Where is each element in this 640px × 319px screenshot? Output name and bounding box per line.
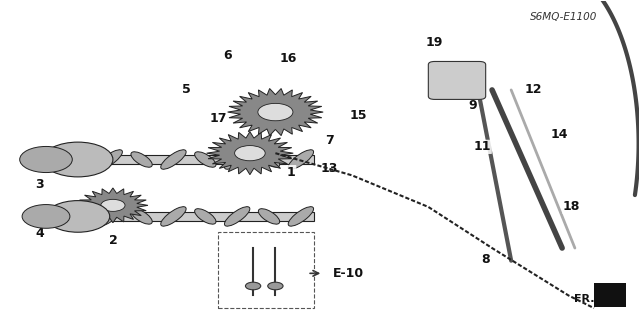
Circle shape (22, 204, 70, 228)
Text: 17: 17 (209, 112, 227, 125)
Text: 2: 2 (109, 234, 117, 247)
Text: 6: 6 (223, 48, 232, 62)
Text: 13: 13 (321, 162, 339, 175)
Text: E-10: E-10 (333, 267, 364, 280)
Ellipse shape (288, 207, 314, 226)
Ellipse shape (67, 209, 88, 224)
Text: FR.: FR. (573, 293, 594, 304)
Text: 10: 10 (467, 71, 485, 84)
Ellipse shape (195, 152, 216, 167)
Ellipse shape (259, 152, 280, 167)
Text: 1: 1 (287, 166, 296, 179)
FancyBboxPatch shape (428, 62, 486, 100)
Circle shape (246, 282, 260, 290)
Text: 11: 11 (474, 140, 492, 153)
Circle shape (46, 201, 109, 232)
Text: 15: 15 (349, 109, 367, 122)
Circle shape (268, 282, 283, 290)
Ellipse shape (131, 209, 152, 224)
Ellipse shape (161, 207, 186, 226)
Polygon shape (78, 188, 148, 223)
Ellipse shape (225, 207, 250, 226)
Text: 16: 16 (280, 52, 297, 65)
Ellipse shape (259, 209, 280, 224)
Text: 12: 12 (525, 84, 542, 96)
Polygon shape (207, 132, 293, 175)
Circle shape (235, 145, 265, 161)
Ellipse shape (131, 152, 152, 167)
Ellipse shape (67, 152, 88, 167)
Text: 9: 9 (468, 99, 477, 112)
Text: 7: 7 (325, 134, 334, 147)
Text: 4: 4 (35, 227, 44, 240)
Circle shape (20, 146, 72, 173)
Ellipse shape (225, 150, 250, 169)
Circle shape (100, 199, 125, 211)
Text: 5: 5 (182, 84, 191, 96)
Text: 8: 8 (481, 253, 490, 266)
Ellipse shape (195, 209, 216, 224)
Circle shape (43, 142, 113, 177)
Text: 19: 19 (426, 36, 444, 49)
Ellipse shape (97, 150, 122, 169)
Circle shape (258, 103, 293, 121)
Polygon shape (52, 212, 314, 221)
Text: S6MQ-E1100: S6MQ-E1100 (531, 12, 598, 22)
Text: 18: 18 (563, 200, 580, 213)
FancyBboxPatch shape (594, 283, 626, 307)
Polygon shape (52, 155, 314, 164)
Ellipse shape (97, 207, 122, 226)
Polygon shape (228, 89, 323, 136)
Text: 3: 3 (35, 178, 44, 191)
Ellipse shape (161, 150, 186, 169)
Text: 14: 14 (550, 128, 568, 141)
Ellipse shape (288, 150, 314, 169)
